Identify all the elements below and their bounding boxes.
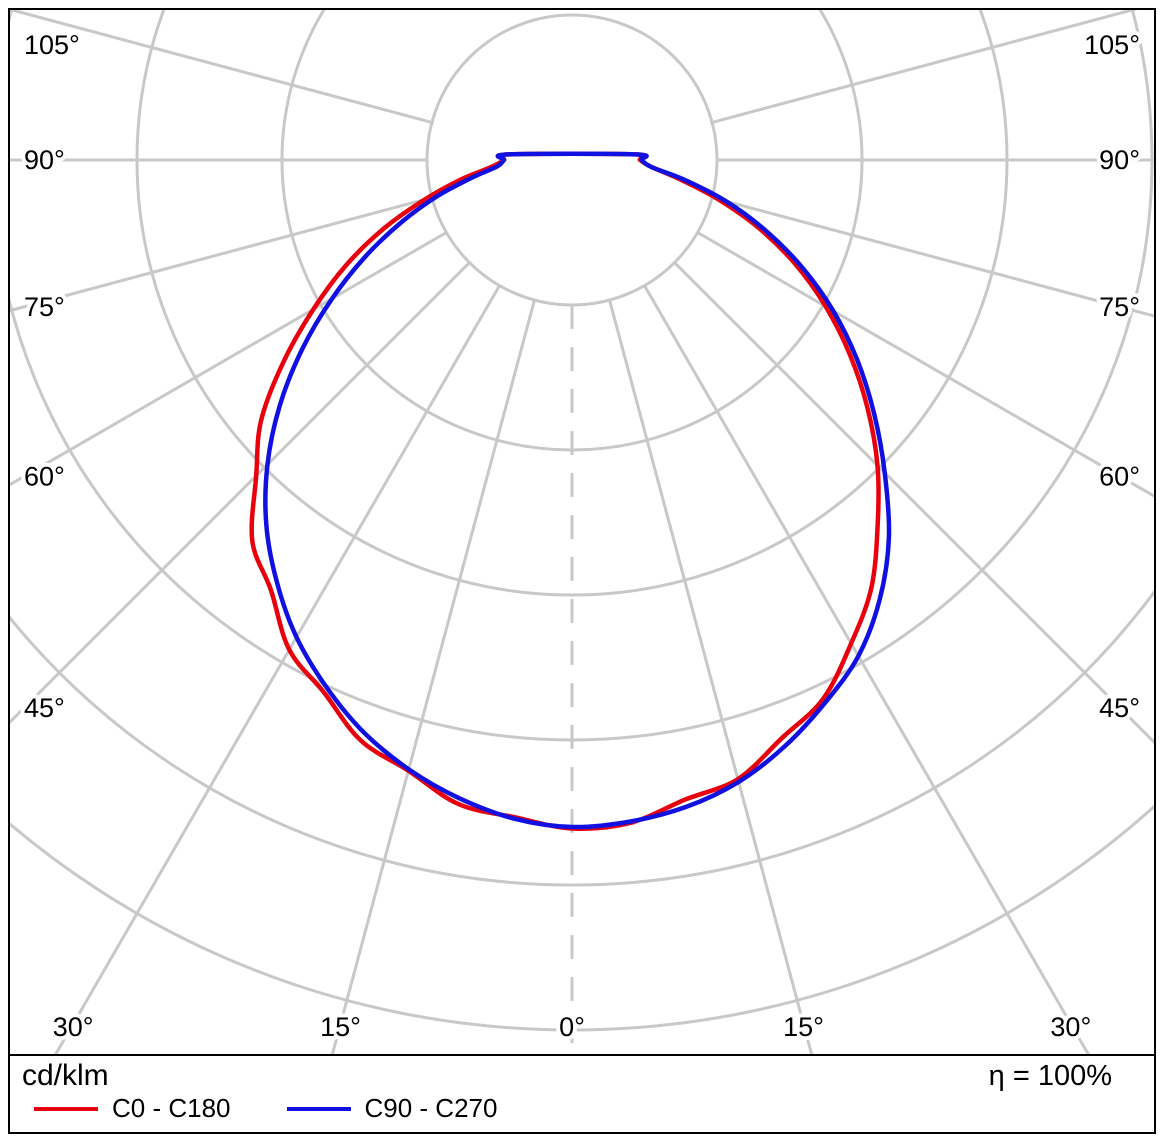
angle-label: 45° <box>24 693 65 723</box>
series-curve-c90-c270 <box>263 151 892 830</box>
legend-strip: cd/klm η = 100% C0 - C180 C90 - C270 <box>10 1054 1154 1132</box>
c0-c180-label: C0 - C180 <box>112 1093 231 1123</box>
legend-item-c0-c180: C0 - C180 <box>34 1093 231 1124</box>
angle-label: 90° <box>1099 145 1140 175</box>
grid-spoke <box>673 261 1154 745</box>
grid-spoke <box>330 299 536 1054</box>
angle-label: 60° <box>1099 461 1140 491</box>
c90-c270-swatch <box>286 1106 351 1111</box>
c0-c180-swatch <box>34 1106 98 1111</box>
series-curve-c0-c180 <box>249 151 881 831</box>
grid-spoke <box>10 261 471 725</box>
grid-spoke <box>608 299 814 1054</box>
legend-series-row: C0 - C180 C90 - C270 <box>22 1093 1140 1124</box>
angle-label: 15° <box>320 1012 361 1042</box>
angle-label: 105° <box>24 30 80 60</box>
unit-label: cd/klm <box>22 1059 109 1092</box>
angle-label: 75° <box>24 292 65 322</box>
grid-spoke <box>643 284 1090 1054</box>
polar-plot-area: 105° 105° 90° 90° 75° 75° 60° 60° 45° 45° 30° 30° 15… <box>10 10 1154 1054</box>
angle-label: 105° <box>1084 30 1140 60</box>
grid-spoke <box>696 231 1154 498</box>
grid-spoke <box>10 10 433 124</box>
grid-ring <box>280 10 864 452</box>
efficiency-label: η = 100% <box>988 1060 1112 1092</box>
angle-label: 75° <box>1099 292 1140 322</box>
c90-c270-label: C90 - C270 <box>364 1093 498 1123</box>
diagram-frame: 105° 105° 90° 90° 75° 75° 60° 60° 45° 45° 30° 30° 15… <box>8 8 1156 1134</box>
angle-label: 60° <box>24 461 65 491</box>
angle-label: 30° <box>1050 1012 1091 1042</box>
angle-label: 90° <box>24 145 65 175</box>
grid-spoke <box>54 284 501 1054</box>
polar-diagram-svg: 105° 105° 90° 90° 75° 75° 60° 60° 45° 45° 30° 30° 15… <box>10 10 1154 1054</box>
grid-ring <box>425 13 719 307</box>
grid-spoke <box>711 10 1138 124</box>
grid-spoke <box>711 196 1154 318</box>
grid-ring <box>10 10 1154 742</box>
angle-label: 0° <box>559 1012 585 1042</box>
angle-label: 30° <box>53 1012 94 1042</box>
angle-label: 15° <box>783 1012 824 1042</box>
legend-top-row: cd/klm η = 100% <box>22 1059 1140 1093</box>
angle-label: 45° <box>1099 693 1140 723</box>
grid-spoke <box>10 231 448 487</box>
grid-ring <box>10 804 1154 1032</box>
grid-spoke <box>10 196 433 313</box>
grid-ring <box>10 589 1154 887</box>
legend-item-c90-c270: C90 - C270 <box>286 1093 498 1124</box>
